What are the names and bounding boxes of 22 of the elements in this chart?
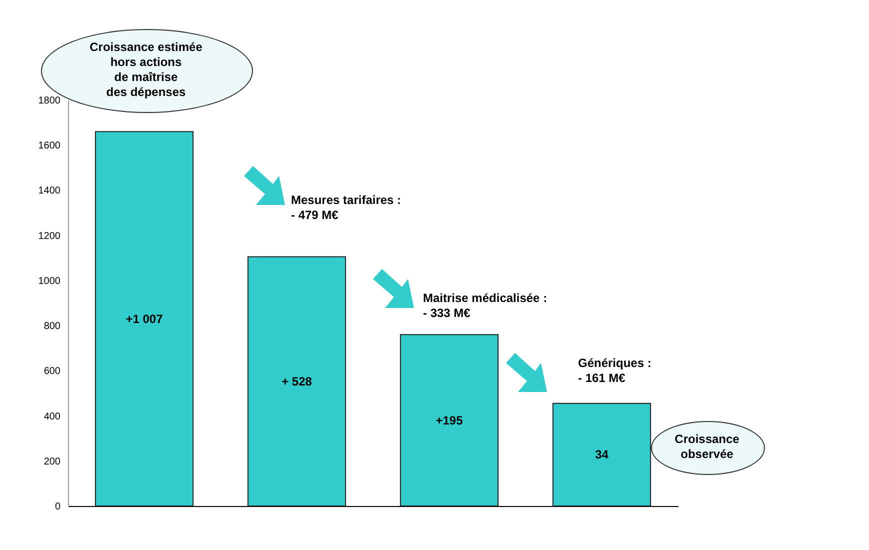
annotation: +1 007 <box>126 312 164 326</box>
y-tick-label: 600 <box>44 366 61 378</box>
y-tick-label: 1000 <box>38 276 61 287</box>
bar <box>247 256 346 506</box>
y-tick-label: 1400 <box>38 186 61 197</box>
y-tick-label: 800 <box>44 321 61 332</box>
y-tick-label: 0 <box>54 502 61 512</box>
y-tick-label: 1200 <box>38 230 61 242</box>
bar <box>400 334 499 506</box>
bar <box>94 131 194 506</box>
annotation: +195 <box>436 413 464 428</box>
y-tick-label: 400 <box>44 411 61 422</box>
annotation: Mesures tarifaires : - 479 M€ <box>291 193 402 223</box>
y-tick-label: 1600 <box>38 140 61 152</box>
y-tick-label: 1800 <box>38 96 61 106</box>
annotation: + 528 <box>282 374 312 388</box>
annotation: Croissance observée <box>674 432 740 462</box>
annotation: Maitrise médicalisée : - 333 M€ <box>423 291 548 321</box>
annotation: 34 <box>595 448 609 462</box>
y-tick-label: 200 <box>44 456 61 468</box>
annotation: Génériques : - 161 M€ <box>578 356 652 386</box>
text: Croissance estimée hors actions de maîtrise des dépenses <box>90 40 202 100</box>
